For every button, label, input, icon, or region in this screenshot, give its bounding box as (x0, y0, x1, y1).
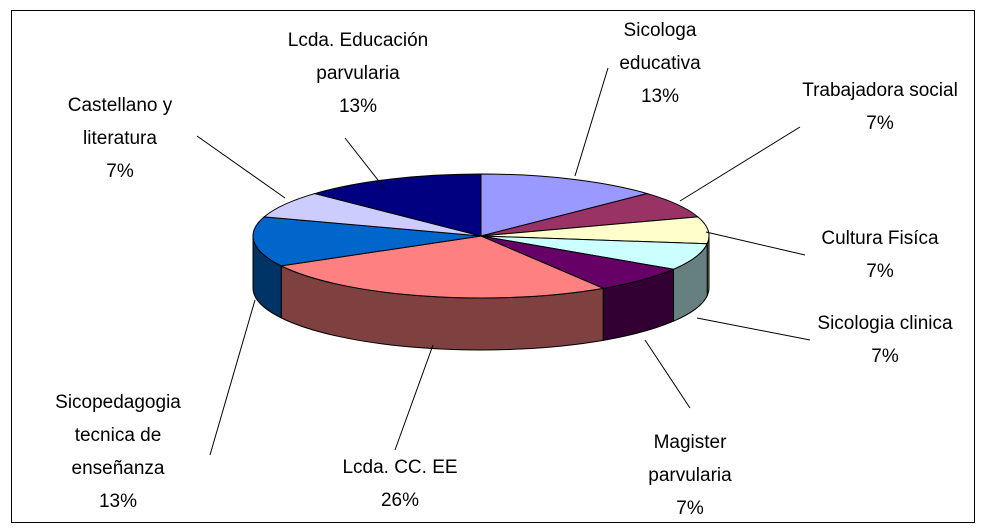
slice-label: Castellano y literatura 7% (40, 89, 200, 188)
value-label: 13% (338, 96, 378, 117)
value-label: 13% (98, 491, 138, 512)
slice (279, 235, 605, 299)
value-label: 26% (380, 490, 420, 511)
slice (480, 173, 650, 237)
category-label: Lcda. CC. EE (342, 457, 458, 478)
slice-label: Sicopedagogia tecnica de enseñanza 13% (28, 386, 208, 518)
slice-label: Trabajadora social 7% (800, 74, 960, 140)
value-label: 13% (640, 86, 680, 107)
slice-label: Lcda. CC. EE 26% (300, 451, 500, 517)
category-label: Magister parvularia (648, 432, 732, 486)
leader-line (644, 339, 691, 409)
slice (312, 173, 482, 237)
category-label: Sicologia clinica (817, 313, 953, 334)
leader-line (679, 126, 801, 202)
leader-line (394, 344, 434, 451)
leader-line (344, 137, 386, 190)
slice-label: Cultura Fisíca 7% (780, 222, 980, 288)
value-label: 7% (676, 498, 704, 519)
slice (252, 216, 482, 267)
leader-line (705, 231, 806, 256)
slice-label: Sicologa educativa 13% (590, 14, 730, 113)
slice-label: Magister parvularia 7% (620, 426, 760, 525)
value-label: 7% (871, 346, 899, 367)
slice-label: Sicologia clinica 7% (785, 307, 982, 373)
leader-line (574, 67, 609, 177)
leader-line (196, 135, 286, 199)
category-label: Sicopedagogia tecnica de enseñanza (55, 392, 181, 479)
value-label: 7% (106, 161, 134, 182)
slice-label: Lcda. Educación parvularia 13% (258, 24, 458, 123)
category-label: Lcda. Educación parvularia (287, 30, 429, 84)
category-label: Cultura Fisíca (821, 228, 939, 249)
value-label: 7% (866, 261, 894, 282)
category-label: Castellano y literatura (67, 95, 173, 149)
category-label: Trabajadora social (802, 80, 958, 101)
leader-line (209, 299, 256, 456)
category-label: Sicologa educativa (619, 20, 701, 74)
value-label: 7% (866, 113, 894, 134)
leader-line (696, 317, 811, 341)
